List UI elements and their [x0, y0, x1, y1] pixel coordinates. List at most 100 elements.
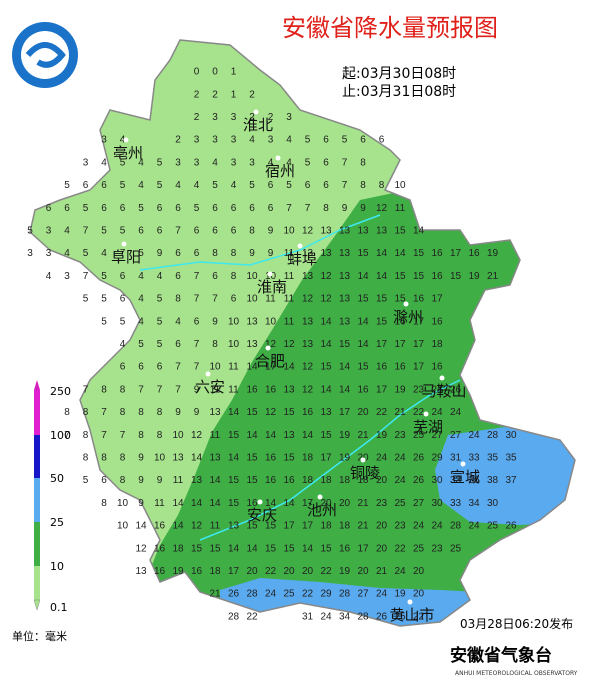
grid-value: 15: [413, 248, 425, 259]
grid-value: 24: [394, 566, 406, 577]
grid-value: 24: [450, 407, 462, 418]
grid-value: 15: [246, 475, 258, 486]
grid-value: 13: [172, 453, 184, 464]
grid-value: 7: [101, 407, 107, 418]
grid-value: 22: [265, 566, 277, 577]
grid-value: 20: [320, 498, 332, 509]
grid-value: 5: [305, 157, 311, 168]
city-label: 蚌埠: [287, 250, 317, 268]
grid-value: 6: [194, 226, 200, 237]
grid-value: 8: [83, 407, 89, 418]
grid-value: 14: [302, 430, 314, 441]
grid-value: 4: [101, 157, 107, 168]
grid-value: 22: [394, 543, 406, 554]
grid-value: 27: [413, 498, 425, 509]
grid-value: 15: [265, 543, 277, 554]
grid-value: 2: [194, 89, 200, 100]
grid-value: 24: [394, 475, 406, 486]
grid-value: 11: [210, 384, 221, 395]
grid-value: 3: [46, 226, 52, 237]
grid-value: 17: [339, 407, 351, 418]
grid-value: 4: [175, 180, 181, 191]
grid-value: 7: [194, 271, 200, 282]
grid-value: 22: [302, 589, 314, 600]
grid-value: 0: [212, 67, 218, 78]
grid-value: 14: [376, 271, 388, 282]
grid-value: 14: [394, 248, 406, 259]
city-label: 黄山市: [389, 606, 434, 624]
grid-value: 21: [487, 271, 499, 282]
grid-value: 15: [357, 362, 369, 373]
grid-value: 6: [360, 135, 366, 146]
grid-value: 34: [468, 498, 480, 509]
grid-value: 15: [320, 362, 332, 373]
grid-value: 5: [101, 316, 107, 327]
grid-value: 13: [339, 248, 351, 259]
city-dot: [265, 345, 271, 351]
legend-labels: 250 100 50 25 10 0.1: [50, 385, 71, 614]
grid-value: 6: [323, 157, 329, 168]
city-label: 铜陵: [350, 464, 380, 482]
grid-value: 14: [376, 248, 388, 259]
grid-value: 13: [302, 271, 314, 282]
grid-value: 13: [228, 521, 240, 532]
grid-value: 16: [431, 271, 443, 282]
city-label: 滁州: [393, 308, 423, 326]
grid-value: 8: [138, 430, 144, 441]
grid-value: 22: [376, 407, 388, 418]
grid-value: 24: [431, 407, 443, 418]
grid-value: 12: [320, 271, 332, 282]
grid-value: 20: [376, 543, 388, 554]
grid-value: 19: [394, 384, 406, 395]
grid-value: 6: [157, 362, 163, 373]
grid-value: 10: [246, 271, 258, 282]
grid-value: 12: [302, 294, 314, 305]
grid-value: 15: [246, 521, 258, 532]
city-dot: [267, 271, 273, 277]
legend-label: 250: [50, 385, 71, 398]
grid-value: 14: [172, 498, 184, 509]
grid-value: 22: [413, 407, 425, 418]
grid-value: 3: [194, 135, 200, 146]
grid-value: 14: [246, 543, 258, 554]
city-dot: [407, 599, 413, 605]
grid-value: 13: [283, 430, 295, 441]
grid-value: 9: [138, 498, 144, 509]
grid-value: 10: [283, 226, 295, 237]
grid-value: 6: [175, 271, 181, 282]
grid-value: 25: [283, 589, 295, 600]
grid-value: 16: [431, 316, 443, 327]
grid-value: 12: [135, 543, 147, 554]
grid-value: 10: [246, 294, 258, 305]
grid-value: 9: [268, 226, 274, 237]
grid-value: 13: [339, 316, 351, 327]
grid-value: 5: [157, 294, 163, 305]
grid-value: 18: [302, 453, 314, 464]
grid-value: 16: [431, 362, 443, 373]
grid-value: 13: [283, 384, 295, 395]
grid-value: 10: [228, 339, 240, 350]
grid-value: 24: [468, 430, 480, 441]
grid-value: 28: [228, 611, 240, 622]
grid-value: 24: [468, 521, 480, 532]
grid-value: 10: [117, 498, 129, 509]
city-dot: [257, 499, 263, 505]
unit: 单位：毫米: [12, 629, 67, 643]
city-label: 宣城: [450, 468, 480, 486]
grid-value: 17: [413, 339, 425, 350]
city-dot: [205, 371, 211, 377]
grid-value: 17: [357, 543, 369, 554]
grid-value: 12: [302, 384, 314, 395]
grid-value: 8: [120, 384, 126, 395]
grid-value: 29: [431, 453, 443, 464]
grid-value: 3: [231, 112, 237, 123]
grid-value: 6: [175, 339, 181, 350]
grid-value: 31: [302, 611, 314, 622]
grid-value: 18: [320, 475, 332, 486]
grid-value: 11: [284, 248, 295, 259]
grid-value: 8: [360, 180, 366, 191]
grid-value: 11: [210, 521, 221, 532]
grid-value: 30: [487, 498, 499, 509]
grid-value: 14: [209, 498, 221, 509]
